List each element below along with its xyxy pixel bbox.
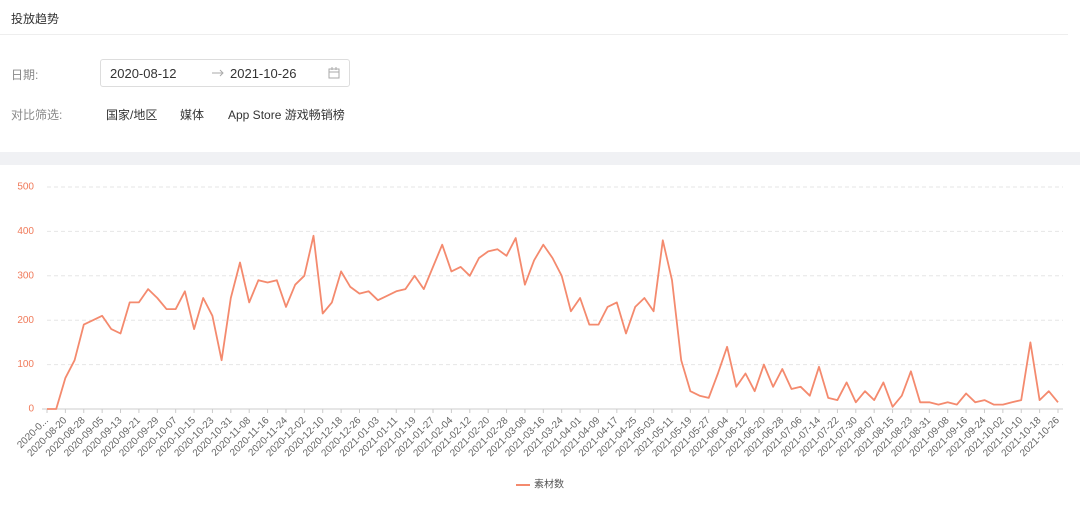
y-tick-label: 200 (17, 315, 34, 326)
section-title: 投放趋势 (11, 12, 60, 26)
y-tick-label: 500 (17, 182, 34, 193)
legend-label: 素材数 (534, 478, 564, 491)
date-label: 日期: (11, 68, 39, 82)
range-arrow (212, 69, 224, 77)
compare-option[interactable]: App Store 游戏畅销榜 (228, 108, 345, 122)
compare-label: 对比筛选: (11, 108, 63, 122)
end-date[interactable]: 2021-10-26 (230, 66, 297, 81)
y-tick-label: 300 (17, 270, 34, 281)
y-tick-label: 400 (17, 226, 34, 237)
divider (0, 34, 1068, 35)
y-tick-label: 100 (17, 359, 34, 370)
compare-option[interactable]: 媒体 (180, 108, 205, 122)
separator-band (0, 152, 1080, 165)
chart: 01002003004005002020-0...2020-08-202020-… (15, 182, 1063, 491)
y-tick-label: 0 (28, 404, 34, 415)
calendar-icon[interactable] (328, 67, 340, 79)
date-range-picker[interactable]: 2020-08-12 2021-10-26 (100, 59, 350, 87)
compare-option[interactable]: 国家/地区 (106, 108, 158, 122)
start-date[interactable]: 2020-08-12 (110, 66, 177, 81)
data-line (47, 234, 1059, 410)
